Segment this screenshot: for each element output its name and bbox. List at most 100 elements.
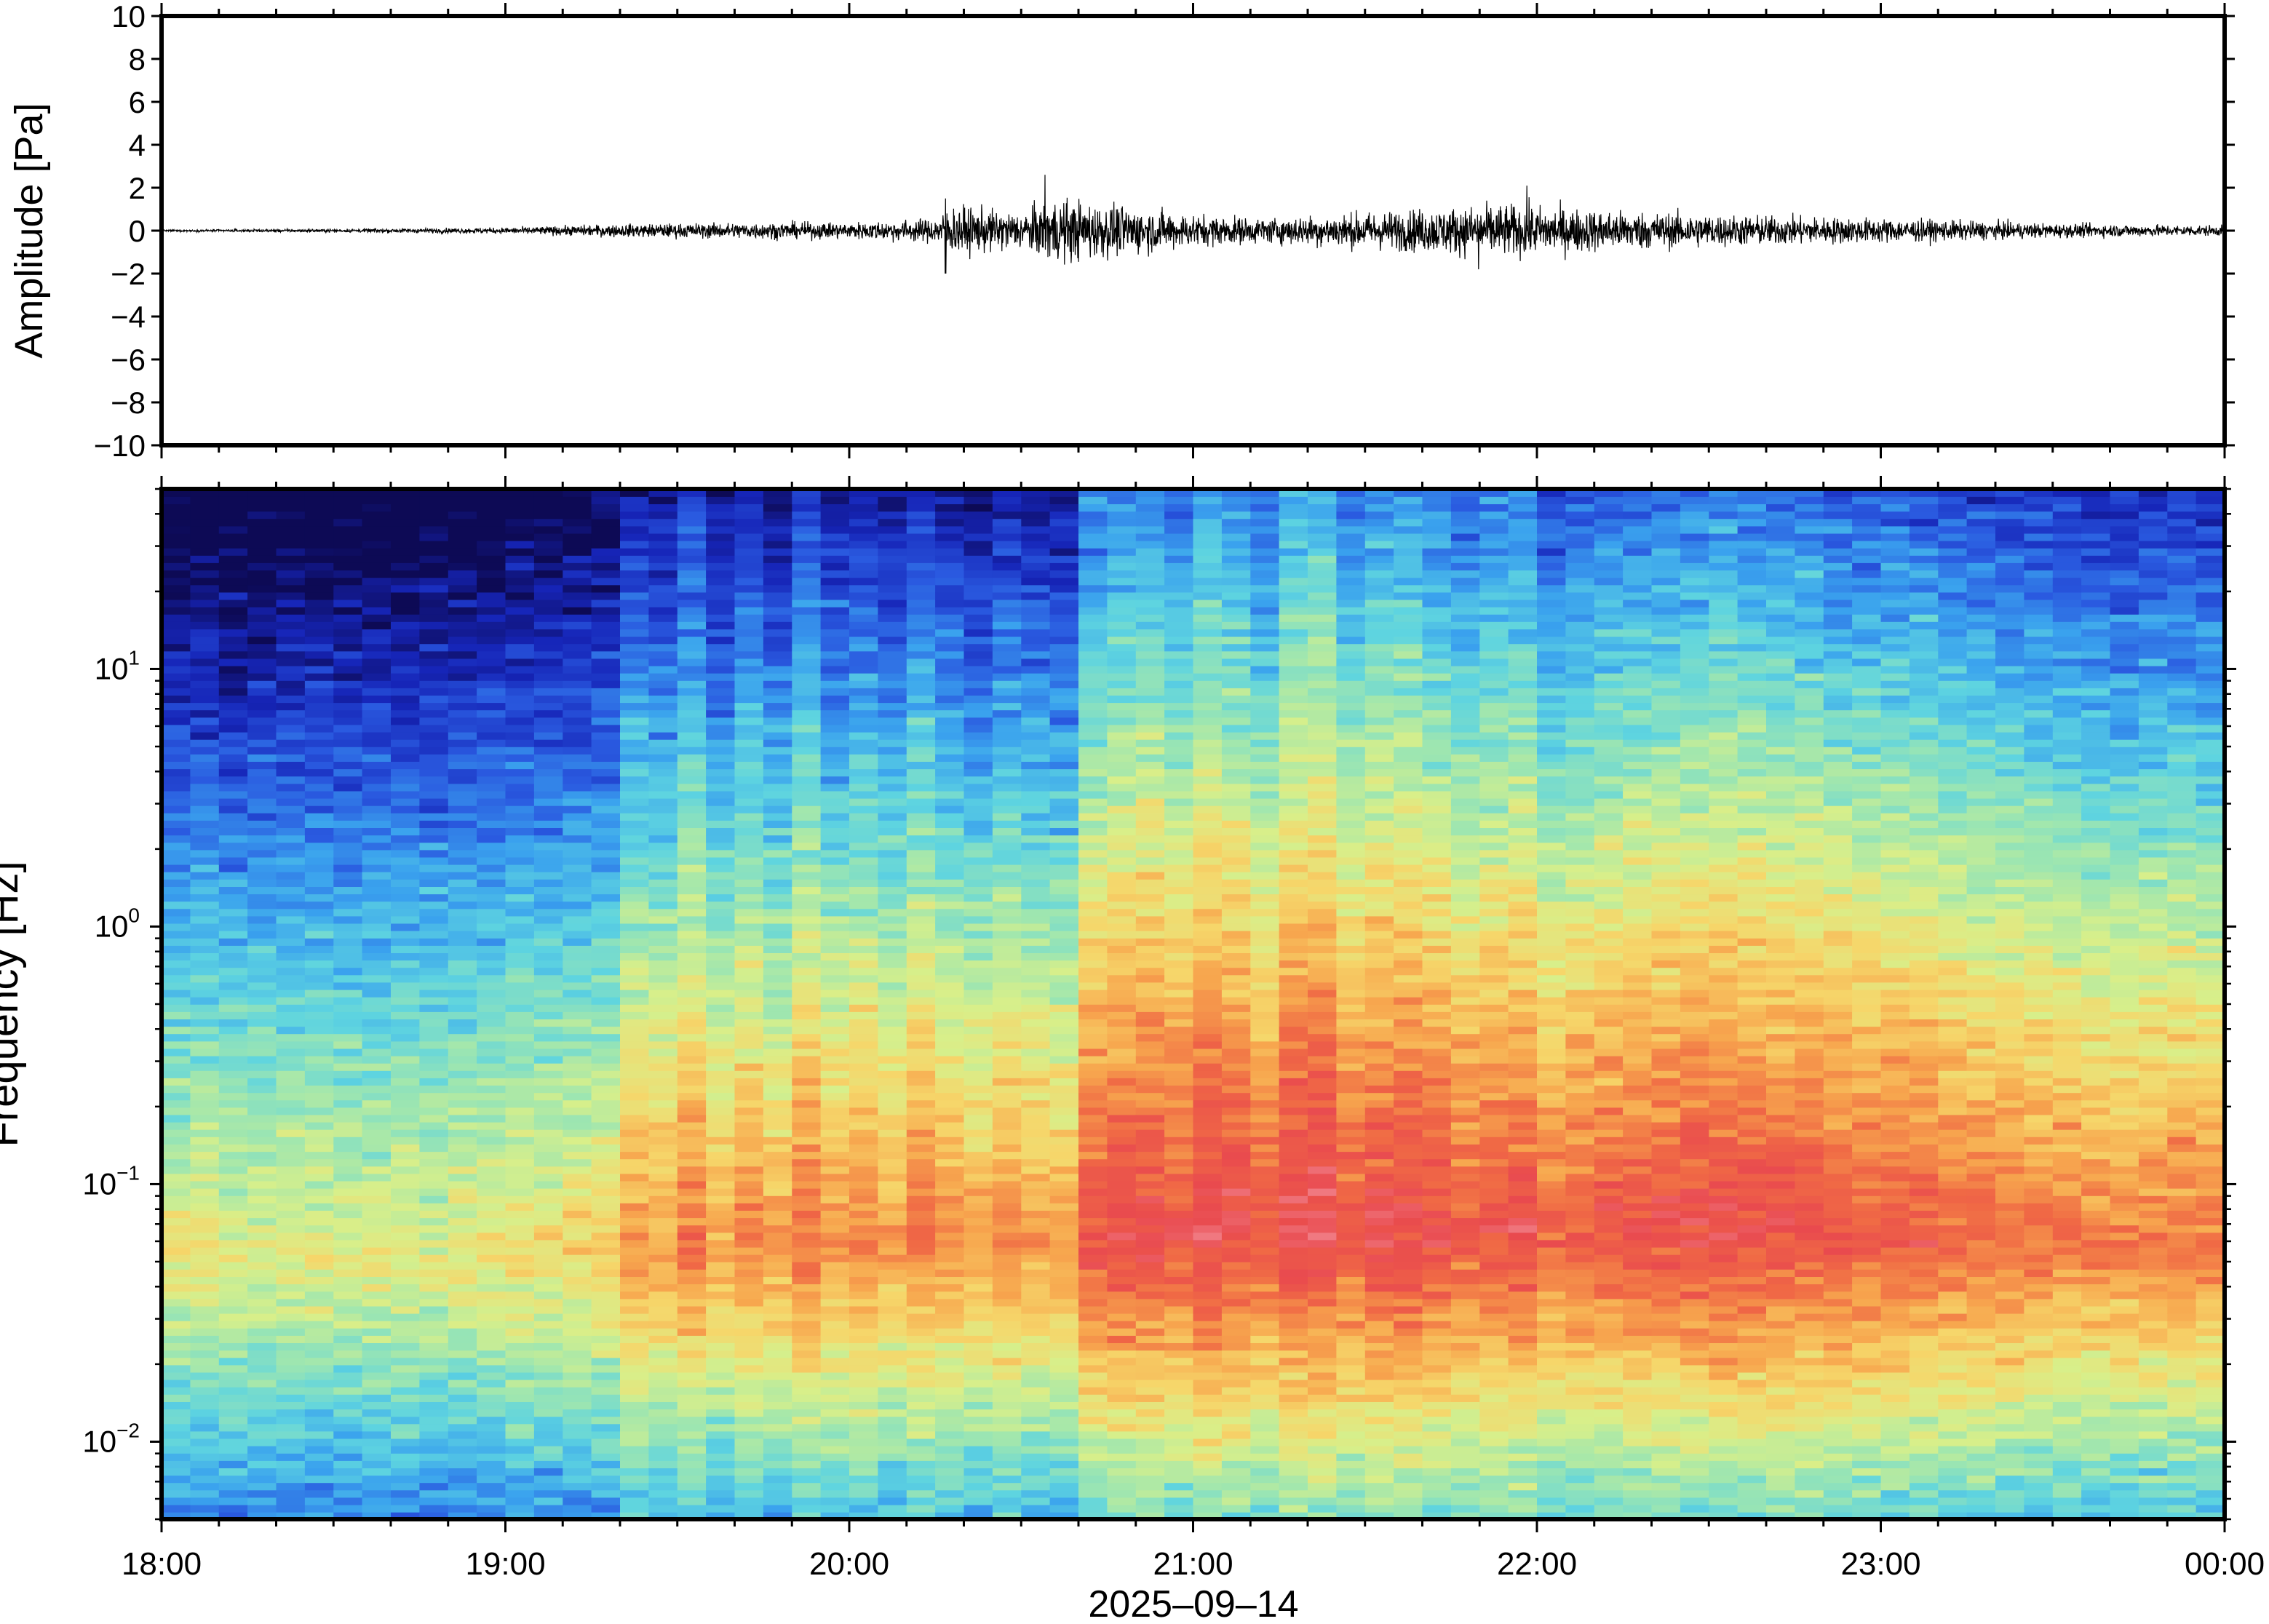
spectrogram-column bbox=[792, 489, 822, 1519]
spectrogram-column bbox=[1737, 489, 1767, 1519]
spectrogram-column bbox=[1966, 489, 1996, 1519]
waveform-y-tick-label: 10 bbox=[111, 0, 146, 33]
spectrogram-x-tick-label: 22:00 bbox=[1497, 1546, 1577, 1582]
spectrogram-column bbox=[1221, 489, 1252, 1519]
spectrogram-column bbox=[505, 489, 535, 1519]
spectrogram-x-tick-label: 23:00 bbox=[1840, 1546, 1920, 1582]
spectrogram-column bbox=[1680, 489, 1710, 1519]
spectrogram-column bbox=[734, 489, 764, 1519]
spectrogram-column bbox=[1021, 489, 1051, 1519]
spectrogram-column bbox=[1565, 489, 1595, 1519]
spectrogram-column bbox=[2081, 489, 2111, 1519]
spectrogram-column bbox=[1250, 489, 1280, 1519]
spectrogram-column bbox=[190, 489, 220, 1519]
spectrogram-column bbox=[849, 489, 879, 1519]
spectrogram-column bbox=[2024, 489, 2054, 1519]
spectrogram-column bbox=[1709, 489, 1738, 1519]
spectrogram-column bbox=[591, 489, 621, 1519]
spectrogram-heatmap bbox=[162, 489, 2225, 1519]
spectrogram-column bbox=[304, 489, 335, 1519]
spectrogram-y-tick-label: 100 bbox=[95, 904, 140, 943]
spectrogram-column bbox=[1107, 489, 1137, 1519]
spectrogram-y-axis: 101 100 10−1 10−2 bbox=[82, 487, 2236, 1521]
spectrogram-column bbox=[2138, 489, 2169, 1519]
spectrogram-x-axis-label: 2025–09–14 bbox=[1088, 1583, 1298, 1624]
spectrogram-column bbox=[992, 489, 1022, 1519]
waveform-panel: 10 8 6 4 2 0 −2 −4 −6 −8 −10 Amplitude [Pa] bbox=[7, 0, 2235, 463]
waveform-line bbox=[162, 175, 2225, 274]
spectrogram-column bbox=[906, 489, 936, 1519]
waveform-y-tick-label: −2 bbox=[111, 257, 146, 291]
spectrogram-column bbox=[1880, 489, 1910, 1519]
spectrogram-column bbox=[563, 489, 592, 1519]
spectrogram-column bbox=[1995, 489, 2025, 1519]
spectrogram-x-tick-label: 19:00 bbox=[465, 1546, 545, 1582]
spectrogram-x-tick-label: 20:00 bbox=[809, 1546, 889, 1582]
spectrogram-column bbox=[2110, 489, 2139, 1519]
spectrogram-column bbox=[1336, 489, 1366, 1519]
spectrogram-column bbox=[1823, 489, 1853, 1519]
spectrogram-column bbox=[1078, 489, 1108, 1519]
spectrogram-x-axis: 18:00 19:00 20:00 21:00 22:00 23:00 00:00 bbox=[122, 476, 2265, 1582]
spectrogram-column bbox=[2167, 489, 2197, 1519]
spectrogram-column bbox=[1049, 489, 1079, 1519]
spectrogram-column bbox=[362, 489, 392, 1519]
spectrogram-column bbox=[533, 489, 564, 1519]
spectrogram-x-tick-label: 00:00 bbox=[2185, 1546, 2265, 1582]
spectrogram-panel: 101 100 10−1 10−2 18:00 19:00 20:00 21:00 22:00… bbox=[0, 476, 2265, 1624]
waveform-y-tick-label: −8 bbox=[111, 386, 146, 420]
waveform-y-axis-label: Amplitude [Pa] bbox=[7, 103, 51, 358]
spectrogram-column bbox=[1938, 489, 1968, 1519]
spectrogram-column bbox=[1135, 489, 1165, 1519]
spectrogram-column bbox=[1651, 489, 1681, 1519]
waveform-y-tick-label: 0 bbox=[129, 214, 146, 248]
spectrogram-column bbox=[620, 489, 650, 1519]
spectrogram-column bbox=[391, 489, 421, 1519]
spectrogram-column bbox=[477, 489, 506, 1519]
waveform-y-axis: 10 8 6 4 2 0 −2 −4 −6 −8 −10 bbox=[94, 0, 2235, 463]
spectrogram-column bbox=[218, 489, 248, 1519]
spectrogram-column bbox=[333, 489, 363, 1519]
spectrogram-column bbox=[1766, 489, 1796, 1519]
spectrogram-column bbox=[1479, 489, 1509, 1519]
spectrogram-column bbox=[276, 489, 306, 1519]
spectrogram-column bbox=[1537, 489, 1567, 1519]
spectrogram-y-tick-label: 101 bbox=[95, 646, 140, 685]
spectrogram-column bbox=[1623, 489, 1653, 1519]
spectrogram-column bbox=[706, 489, 736, 1519]
spectrogram-column bbox=[1193, 489, 1223, 1519]
spectrogram-column bbox=[1422, 489, 1452, 1519]
spectrogram-column bbox=[1394, 489, 1423, 1519]
spectrogram-column bbox=[1795, 489, 1824, 1519]
spectrogram-column bbox=[2052, 489, 2082, 1519]
spectrogram-column bbox=[419, 489, 449, 1519]
spectrogram-y-axis-label: Frequency [Hz] bbox=[0, 861, 27, 1147]
spectrogram-column bbox=[162, 489, 191, 1519]
waveform-y-tick-label: 8 bbox=[129, 42, 146, 76]
spectrogram-column bbox=[448, 489, 477, 1519]
waveform-frame bbox=[159, 14, 2227, 447]
spectrogram-column bbox=[1909, 489, 1939, 1519]
waveform-trace bbox=[162, 175, 2225, 274]
spectrogram-column bbox=[1508, 489, 1538, 1519]
spectrogram-column bbox=[878, 489, 907, 1519]
spectrogram-column bbox=[1164, 489, 1194, 1519]
spectrogram-column bbox=[677, 489, 707, 1519]
spectrogram-column bbox=[1852, 489, 1882, 1519]
waveform-y-tick-label: 4 bbox=[129, 128, 146, 162]
spectrogram-column bbox=[648, 489, 678, 1519]
spectrogram-column bbox=[1279, 489, 1308, 1519]
spectrogram-y-tick-label: 10−1 bbox=[82, 1161, 140, 1201]
waveform-y-tick-label: −10 bbox=[94, 429, 146, 463]
spectrogram-column bbox=[1594, 489, 1624, 1519]
waveform-y-tick-label: 2 bbox=[129, 171, 146, 205]
spectrogram-column bbox=[935, 489, 965, 1519]
spectrogram-column bbox=[963, 489, 993, 1519]
spectrogram-column bbox=[247, 489, 277, 1519]
spectrogram-column bbox=[1450, 489, 1481, 1519]
spectrogram-y-tick-label: 10−2 bbox=[82, 1419, 140, 1458]
spectrogram-column bbox=[1364, 489, 1394, 1519]
spectrogram-x-tick-label: 21:00 bbox=[1153, 1546, 1233, 1582]
spectrogram-column bbox=[2196, 489, 2225, 1519]
waveform-y-tick-label: −6 bbox=[111, 343, 146, 377]
